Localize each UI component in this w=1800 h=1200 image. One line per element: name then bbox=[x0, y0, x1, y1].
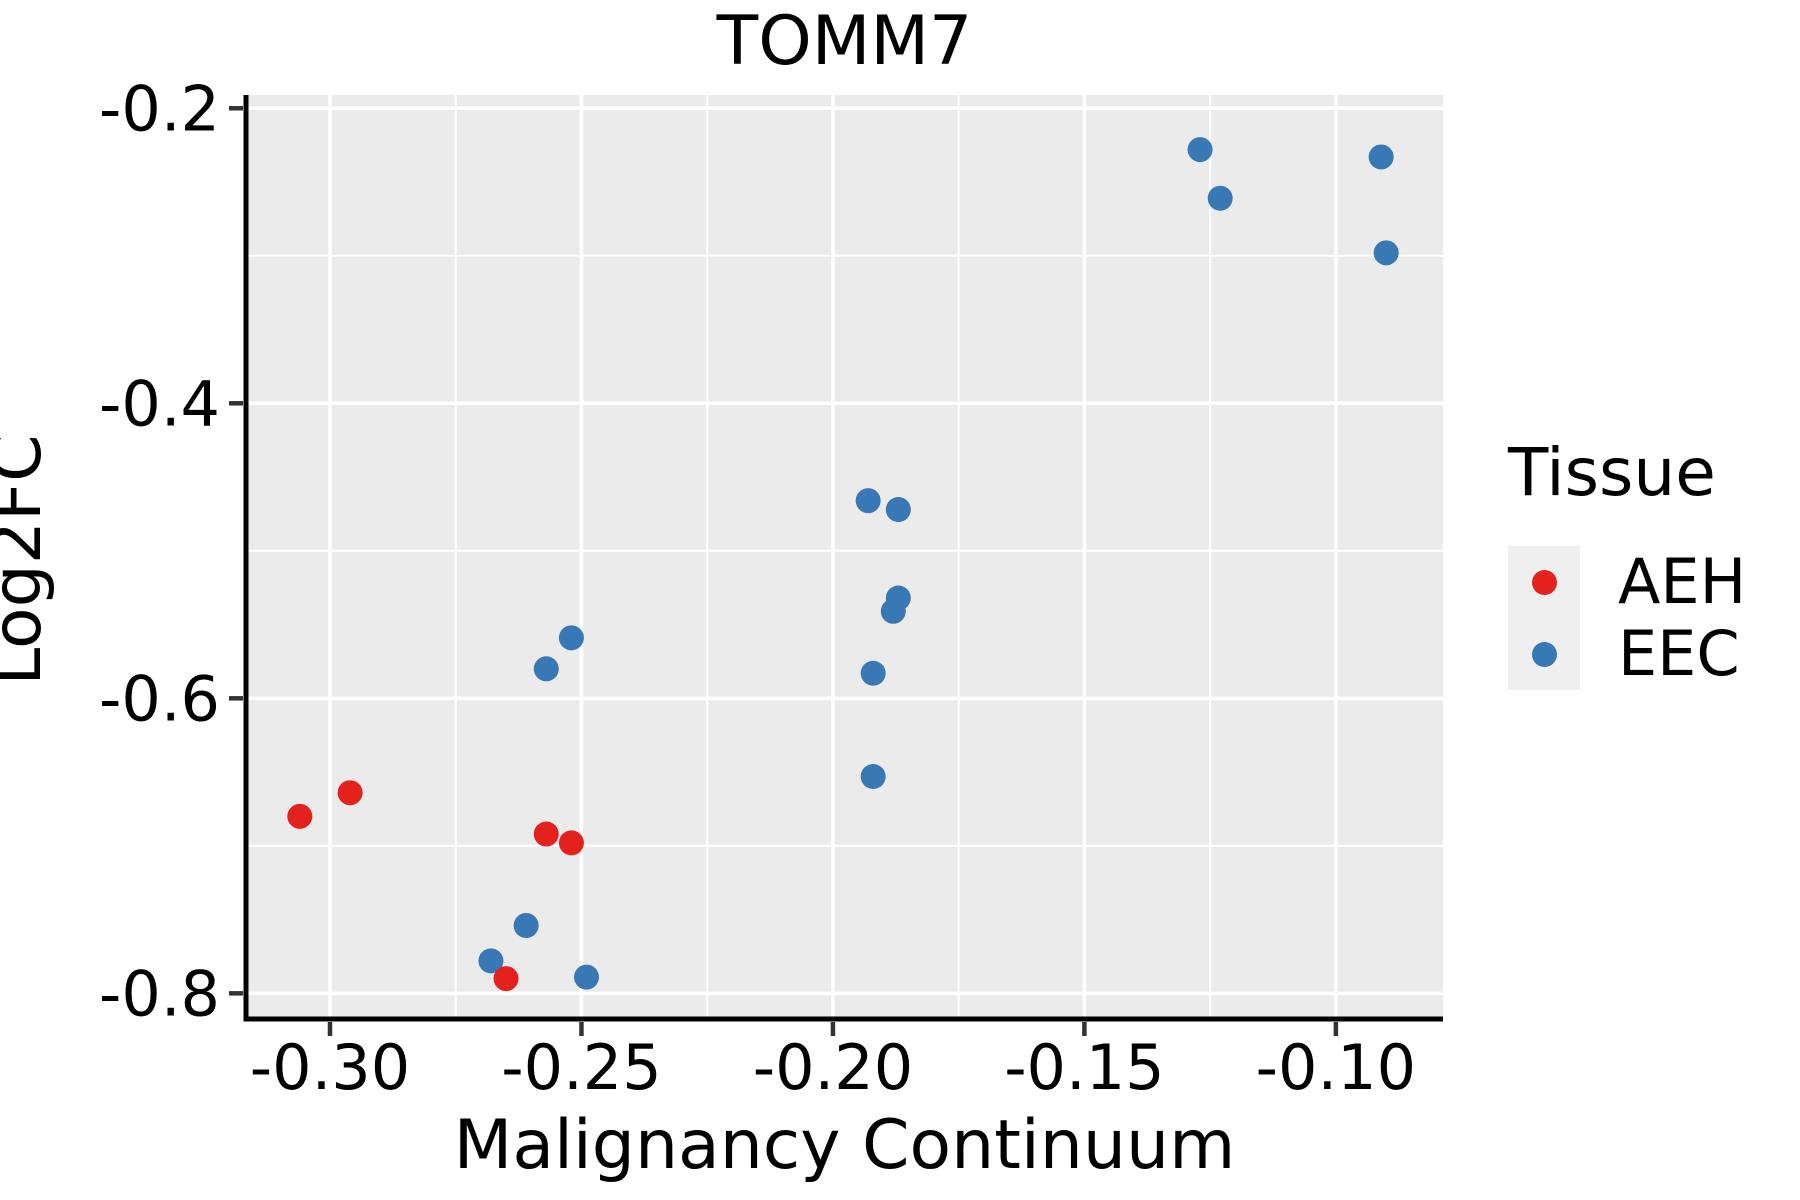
x-axis-label: Malignancy Continuum bbox=[453, 1106, 1236, 1185]
data-point-aeh bbox=[558, 830, 584, 856]
data-point-eec bbox=[533, 656, 559, 682]
data-point-eec bbox=[558, 625, 584, 651]
data-point-eec bbox=[880, 598, 906, 624]
data-point-eec bbox=[1187, 137, 1213, 163]
y-tick-label: -0.8 bbox=[99, 957, 220, 1030]
data-point-aeh bbox=[493, 966, 519, 992]
x-tick-label: -0.10 bbox=[1256, 1031, 1416, 1104]
legend-title: Tissue bbox=[1508, 434, 1716, 511]
aeh-dot-icon bbox=[1531, 569, 1557, 595]
data-point-eec bbox=[478, 948, 504, 974]
data-point-aeh bbox=[287, 803, 313, 829]
legend-item-eec: EEC bbox=[1508, 618, 1746, 690]
data-point-eec bbox=[573, 964, 599, 990]
data-point-eec bbox=[1207, 185, 1233, 211]
data-point-eec bbox=[1368, 144, 1394, 170]
chart-title: TOMM7 bbox=[716, 2, 973, 81]
y-axis-label: Log2FC bbox=[0, 434, 57, 686]
legend-label-aeh: AEH bbox=[1618, 545, 1747, 618]
data-point-eec bbox=[855, 488, 881, 514]
y-tick-label: -0.4 bbox=[99, 367, 220, 440]
x-tick-label: -0.30 bbox=[250, 1031, 410, 1104]
x-tick-label: -0.25 bbox=[501, 1031, 661, 1104]
y-tick-label: -0.6 bbox=[99, 662, 220, 735]
legend: Tissue AEH EEC bbox=[1508, 440, 1746, 690]
data-point-eec bbox=[513, 912, 539, 938]
data-point-eec bbox=[1373, 240, 1399, 266]
eec-dot-icon bbox=[1531, 641, 1557, 667]
data-point-aeh bbox=[337, 780, 363, 806]
data-point-eec bbox=[860, 660, 886, 686]
legend-label-eec: EEC bbox=[1618, 617, 1740, 690]
data-point-aeh bbox=[533, 821, 559, 847]
legend-key-eec bbox=[1508, 618, 1580, 690]
x-tick-label: -0.20 bbox=[753, 1031, 913, 1104]
data-point-eec bbox=[885, 497, 911, 523]
legend-key-aeh bbox=[1508, 546, 1580, 618]
legend-item-aeh: AEH bbox=[1508, 546, 1746, 618]
data-point-eec bbox=[860, 763, 886, 789]
x-tick-label: -0.15 bbox=[1004, 1031, 1164, 1104]
y-tick-label: -0.2 bbox=[99, 72, 220, 145]
panel-background bbox=[246, 95, 1443, 1019]
